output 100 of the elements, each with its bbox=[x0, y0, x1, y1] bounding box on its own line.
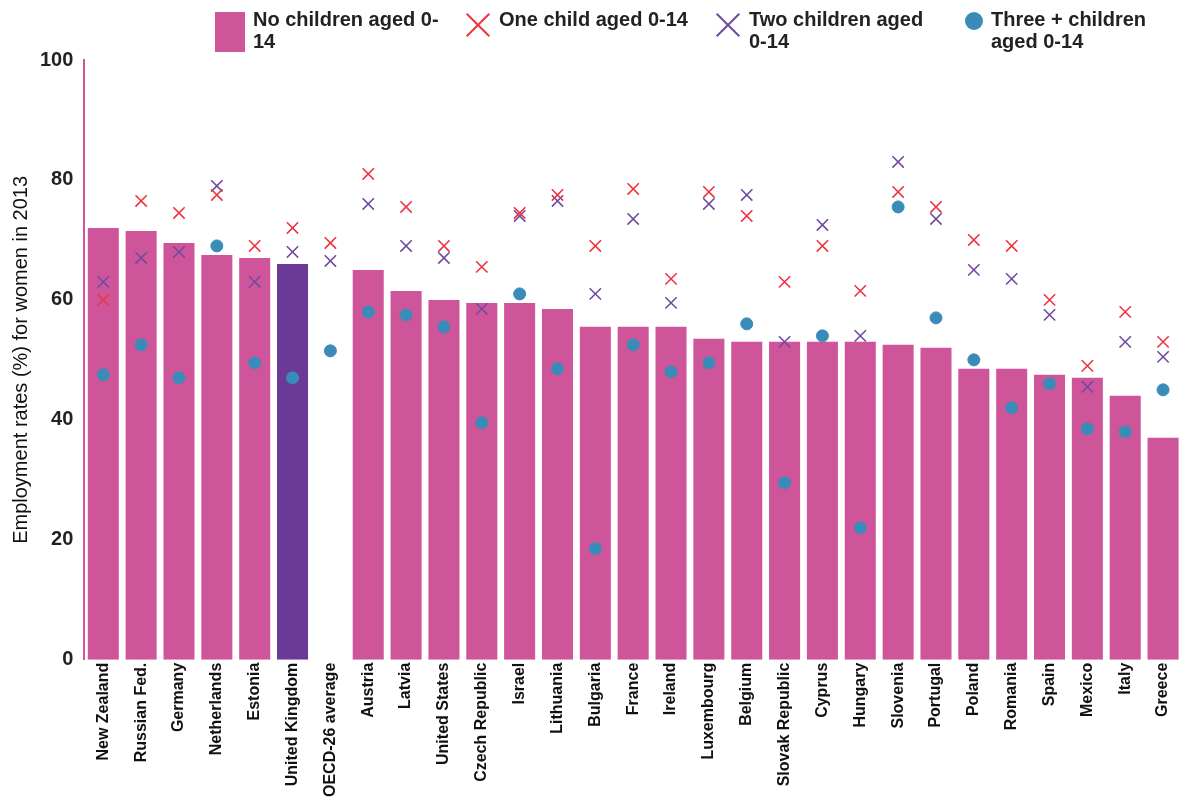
point bbox=[967, 233, 981, 247]
y-tick-label: 20 bbox=[51, 527, 74, 550]
point bbox=[815, 329, 829, 343]
point bbox=[702, 197, 716, 211]
x-tick-label: Austria bbox=[358, 662, 376, 718]
x-tick-label: Slovak Republic bbox=[774, 662, 792, 787]
bar bbox=[693, 338, 725, 660]
x-tick-label: Latvia bbox=[396, 662, 414, 709]
point bbox=[437, 239, 451, 253]
x-tick-label: Lithuania bbox=[547, 662, 565, 734]
point bbox=[815, 218, 829, 232]
point bbox=[323, 236, 337, 250]
x-tick-label: Portugal bbox=[926, 662, 944, 728]
x-tick-label: Hungary bbox=[850, 662, 868, 728]
x-tick-label: Netherlands bbox=[207, 662, 225, 756]
legend-label: One child aged 0-14 bbox=[499, 8, 689, 30]
legend-label: No children aged 0-14 bbox=[253, 8, 440, 52]
point bbox=[853, 329, 867, 343]
point bbox=[1005, 272, 1019, 286]
point bbox=[929, 311, 943, 325]
point bbox=[1156, 335, 1170, 349]
point bbox=[626, 338, 640, 352]
point bbox=[323, 254, 337, 268]
x-tick-label: Greece bbox=[1153, 662, 1171, 717]
point bbox=[1156, 350, 1170, 364]
point bbox=[702, 185, 716, 199]
point bbox=[361, 305, 375, 319]
bar bbox=[428, 299, 460, 660]
point bbox=[361, 167, 375, 181]
point bbox=[588, 239, 602, 253]
x-tick-label: Czech Republic bbox=[472, 662, 490, 782]
point bbox=[853, 521, 867, 535]
bar bbox=[996, 368, 1028, 660]
bar bbox=[769, 341, 801, 660]
bar bbox=[1147, 437, 1179, 660]
point bbox=[551, 188, 564, 202]
point bbox=[1118, 425, 1132, 439]
point bbox=[475, 416, 489, 430]
point bbox=[1043, 293, 1056, 307]
point bbox=[853, 284, 867, 298]
point bbox=[210, 179, 224, 193]
point bbox=[210, 239, 224, 253]
point bbox=[323, 344, 337, 358]
y-tick-label: 100 bbox=[39, 47, 74, 70]
point bbox=[475, 260, 489, 274]
point bbox=[1156, 383, 1170, 397]
bar bbox=[541, 308, 573, 660]
point bbox=[740, 188, 754, 202]
point bbox=[626, 182, 640, 196]
point bbox=[1080, 422, 1094, 436]
point bbox=[778, 275, 792, 289]
point bbox=[551, 194, 564, 208]
point bbox=[134, 338, 148, 352]
x-tick-label: Italy bbox=[1115, 662, 1133, 695]
point bbox=[740, 209, 754, 223]
bar bbox=[125, 230, 157, 660]
point bbox=[399, 200, 413, 214]
point bbox=[891, 185, 905, 199]
point bbox=[664, 296, 678, 310]
bar bbox=[844, 341, 876, 660]
legend-label: Three + children aged 0-14 bbox=[991, 8, 1148, 52]
bar bbox=[579, 326, 611, 660]
x-tick-label: Germany bbox=[169, 662, 187, 733]
point bbox=[740, 317, 754, 331]
point bbox=[475, 302, 489, 316]
point bbox=[815, 239, 829, 253]
point bbox=[1118, 335, 1132, 349]
point bbox=[1043, 377, 1057, 391]
point bbox=[437, 251, 451, 265]
point bbox=[626, 212, 640, 226]
point bbox=[513, 287, 527, 301]
y-tick-label: 0 bbox=[62, 647, 74, 670]
point bbox=[778, 476, 792, 490]
bar bbox=[504, 302, 536, 660]
point bbox=[588, 287, 602, 301]
x-tick-label: Israel bbox=[510, 662, 528, 705]
point bbox=[248, 356, 262, 370]
point bbox=[1043, 308, 1056, 322]
bar bbox=[163, 242, 195, 660]
bar bbox=[655, 326, 687, 660]
point bbox=[286, 371, 300, 385]
bar bbox=[806, 341, 838, 660]
point bbox=[399, 239, 413, 253]
x-tick-label: Ireland bbox=[661, 662, 679, 716]
point bbox=[702, 356, 716, 370]
x-tick-label: Spain bbox=[1039, 662, 1057, 707]
bar bbox=[920, 347, 952, 660]
bar bbox=[239, 257, 271, 660]
point bbox=[248, 275, 262, 289]
bar bbox=[87, 227, 119, 660]
point bbox=[1118, 305, 1132, 319]
bar bbox=[201, 254, 233, 660]
y-tick-label: 80 bbox=[51, 167, 74, 190]
point bbox=[361, 197, 375, 211]
point bbox=[929, 200, 943, 214]
point bbox=[96, 293, 110, 307]
point bbox=[550, 362, 564, 376]
point bbox=[210, 188, 224, 202]
point bbox=[778, 335, 792, 349]
bar bbox=[958, 368, 990, 660]
